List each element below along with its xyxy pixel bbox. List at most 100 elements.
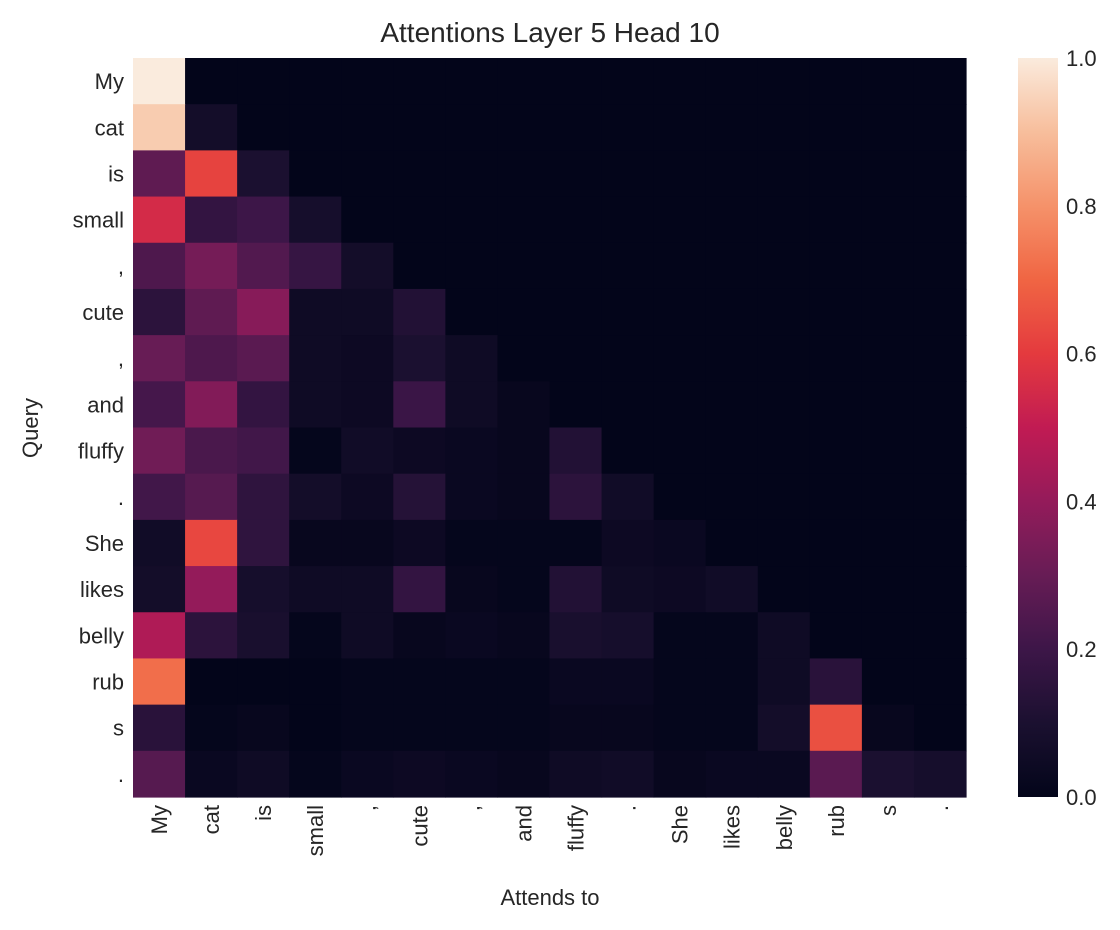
colorbar-ticks: 0.0 0.2 0.4 0.6 0.8 1.0 — [1066, 46, 1097, 810]
heatmap-cell-r12-c9 — [601, 612, 655, 660]
heatmap-cell-r6-c6 — [445, 335, 499, 382]
heatmap-cell-r4-c0 — [133, 242, 186, 290]
colorbar-tick-label-5: 1.0 — [1066, 46, 1097, 71]
heatmap-cell-r12-c1 — [185, 612, 238, 660]
heatmap-cell-r5-c8 — [549, 288, 603, 336]
heatmap-cell-r7-c4 — [341, 381, 394, 429]
heatmap-cell-r11-c0 — [133, 566, 186, 613]
heatmap-cell-r3-c0 — [133, 196, 186, 244]
heatmap-cells — [133, 58, 967, 798]
colorbar-tick-label-0: 0.0 — [1066, 785, 1097, 810]
heatmap-cell-r10-c10 — [653, 519, 707, 567]
heatmap-cell-r0-c6 — [445, 58, 499, 105]
y-tick-label-7: and — [87, 392, 124, 417]
y-tick-label-15: . — [118, 762, 124, 787]
heatmap-cell-r6-c0 — [133, 335, 186, 382]
heatmap-cell-r2-c10 — [653, 150, 707, 198]
heatmap-cell-r0-c7 — [497, 58, 551, 105]
heatmap-cell-r4-c14 — [861, 242, 915, 290]
heatmap-cell-r7-c13 — [809, 381, 863, 429]
heatmap-cell-r12-c11 — [705, 612, 759, 660]
y-tick-label-8: fluffy — [78, 439, 124, 464]
heatmap-cell-r12-c14 — [861, 612, 915, 660]
heatmap-cell-r15-c10 — [653, 750, 707, 798]
heatmap-cell-r6-c1 — [185, 335, 238, 382]
heatmap-cell-r9-c2 — [237, 473, 290, 521]
heatmap-cell-r15-c4 — [341, 750, 394, 798]
heatmap-cell-r15-c7 — [497, 750, 551, 798]
heatmap-cell-r10-c5 — [393, 519, 446, 567]
heatmap-cell-r14-c1 — [185, 704, 238, 752]
heatmap-cell-r2-c9 — [601, 150, 655, 198]
heatmap-cell-r10-c3 — [289, 519, 342, 567]
heatmap-cell-r11-c9 — [601, 566, 655, 613]
heatmap-cell-r2-c15 — [913, 150, 967, 198]
heatmap-cell-r7-c5 — [393, 381, 446, 429]
heatmap-cell-r4-c15 — [913, 242, 967, 290]
heatmap-cell-r3-c14 — [861, 196, 915, 244]
heatmap-cell-r8-c3 — [289, 427, 342, 475]
heatmap-cell-r2-c7 — [497, 150, 551, 198]
heatmap-cell-r3-c7 — [497, 196, 551, 244]
heatmap-cell-r8-c0 — [133, 427, 186, 475]
heatmap-cell-r7-c11 — [705, 381, 759, 429]
heatmap-cell-r15-c12 — [757, 750, 811, 798]
colorbar-tick-label-1: 0.2 — [1066, 637, 1097, 662]
heatmap-cell-r11-c14 — [861, 566, 915, 613]
heatmap-cell-r15-c6 — [445, 750, 499, 798]
heatmap-cell-r5-c13 — [809, 288, 863, 336]
heatmap-cell-r1-c1 — [185, 104, 238, 151]
heatmap-cell-r1-c0 — [133, 104, 186, 151]
x-tick-labels: My cat is small, cute, and fluffy. She likes bell… — [147, 805, 953, 856]
heatmap-cell-r8-c7 — [497, 427, 551, 475]
heatmap-cell-r12-c13 — [809, 612, 863, 660]
heatmap-cell-r7-c2 — [237, 381, 290, 429]
heatmap-cell-r14-c15 — [913, 704, 967, 752]
x-tick-label-2: is — [251, 805, 276, 821]
heatmap-cell-r1-c14 — [861, 104, 915, 151]
heatmap-cell-r9-c9 — [601, 473, 655, 521]
heatmap-cell-r9-c8 — [549, 473, 603, 521]
heatmap-cell-r4-c4 — [341, 242, 394, 290]
heatmap-cell-r5-c2 — [237, 288, 290, 336]
heatmap-cell-r9-c0 — [133, 473, 186, 521]
heatmap-cell-r13-c8 — [549, 658, 603, 706]
heatmap-cell-r7-c14 — [861, 381, 915, 429]
heatmap-cell-r9-c13 — [809, 473, 863, 521]
heatmap-cell-r13-c6 — [445, 658, 499, 706]
heatmap-cell-r4-c13 — [809, 242, 863, 290]
heatmap-cell-r1-c12 — [757, 104, 811, 151]
heatmap-cell-r6-c12 — [757, 335, 811, 382]
heatmap-cell-r4-c2 — [237, 242, 290, 290]
heatmap-cell-r11-c15 — [913, 566, 967, 613]
heatmap-cell-r14-c11 — [705, 704, 759, 752]
heatmap-cell-r14-c2 — [237, 704, 290, 752]
heatmap-cell-r3-c2 — [237, 196, 290, 244]
heatmap-cell-r8-c5 — [393, 427, 446, 475]
y-tick-label-10: She — [85, 531, 124, 556]
heatmap-cell-r4-c10 — [653, 242, 707, 290]
heatmap-cell-r2-c2 — [237, 150, 290, 198]
x-axis-label: Attends to — [500, 885, 599, 910]
heatmap-cell-r11-c12 — [757, 566, 811, 613]
heatmap-cell-r0-c2 — [237, 58, 290, 105]
y-tick-label-14: s — [113, 716, 124, 741]
heatmap-cell-r7-c7 — [497, 381, 551, 429]
heatmap-cell-r13-c14 — [861, 658, 915, 706]
heatmap-cell-r10-c8 — [549, 519, 603, 567]
heatmap-cell-r1-c4 — [341, 104, 394, 151]
y-tick-label-12: belly — [79, 623, 124, 648]
heatmap-cell-r10-c0 — [133, 519, 186, 567]
heatmap-cell-r0-c11 — [705, 58, 759, 105]
heatmap-cell-r11-c13 — [809, 566, 863, 613]
heatmap-cell-r15-c13 — [809, 750, 863, 798]
heatmap-cell-r14-c10 — [653, 704, 707, 752]
heatmap-cell-r13-c7 — [497, 658, 551, 706]
x-tick-label-3: small — [303, 805, 328, 856]
heatmap-cell-r2-c1 — [185, 150, 238, 198]
heatmap-cell-r5-c7 — [497, 288, 551, 336]
heatmap-cell-r1-c7 — [497, 104, 551, 151]
heatmap-cell-r4-c8 — [549, 242, 603, 290]
heatmap-cell-r1-c13 — [809, 104, 863, 151]
